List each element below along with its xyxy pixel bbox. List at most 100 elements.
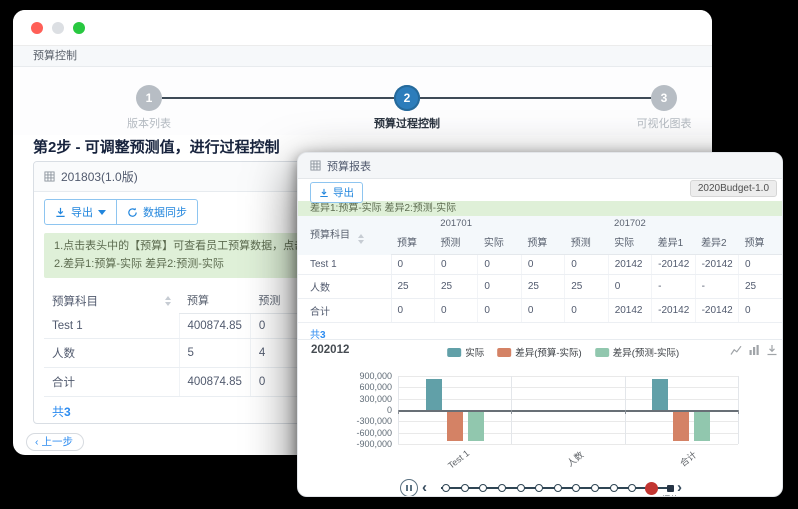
budget-version-select[interactable]: 2020Budget-1.0: [689, 180, 777, 197]
step-1-label: 版本列表: [127, 118, 171, 130]
minimize-button[interactable]: [52, 22, 64, 34]
sort-icon[interactable]: [165, 296, 171, 307]
timeline-label: 202011: [616, 496, 648, 497]
legend-item[interactable]: 实际: [447, 345, 484, 359]
timeline-point-202006[interactable]: [535, 484, 544, 492]
timeline-point-202009[interactable]: [591, 484, 600, 492]
timeline-point-202003[interactable]: [479, 484, 488, 492]
timeline-point-202007[interactable]: [553, 484, 562, 492]
y-axis-tick: 600,000: [359, 382, 392, 393]
pause-button[interactable]: [400, 479, 418, 496]
timeline-label: 202009: [579, 496, 611, 497]
chart-bar: [467, 410, 484, 441]
timeline-next-icon[interactable]: ›: [677, 479, 682, 496]
timeline-prev-icon[interactable]: ‹: [422, 479, 427, 496]
step-3-circle[interactable]: 3: [651, 85, 677, 111]
y-axis-tick: -600,000: [356, 427, 392, 438]
month-group-header: [738, 216, 782, 231]
chart-bar: [694, 410, 711, 441]
timeline-point-202001[interactable]: [442, 484, 450, 492]
column-header[interactable]: 预算: [738, 231, 782, 255]
timeline-label: 202010: [598, 496, 630, 497]
column-header-subject[interactable]: 预算科目: [44, 286, 179, 314]
bar-chart-icon[interactable]: [748, 344, 760, 356]
chart-header: 202012 实际 差异(预算-实际) 差异(预测-实际): [298, 340, 782, 362]
chart-timeline: ‹ › 202001202002202003202004202005202006…: [298, 479, 782, 497]
chart-bar: [673, 410, 690, 441]
timeline-label: 202002: [449, 496, 481, 497]
grid-icon: [44, 171, 55, 182]
panel-title: 201803(1.0版): [61, 170, 138, 184]
legend-item[interactable]: 差异(预算-实际): [497, 345, 582, 359]
stepper-line: [420, 97, 651, 99]
table-row[interactable]: 人数 25 25 0 25 25 0- -25: [298, 274, 782, 299]
alert-line-2: 2.差异1:预算-实际 差异2:预测-实际: [54, 257, 224, 270]
refresh-icon: [127, 207, 138, 218]
wizard-stepper: 1 2 3 版本列表 预算过程控制 可视化图表: [13, 67, 712, 135]
timeline-point-202011[interactable]: [628, 484, 637, 492]
chart-title: 202012: [311, 344, 350, 356]
x-axis-label: 人数: [565, 449, 586, 469]
sort-icon[interactable]: [358, 234, 364, 245]
column-header[interactable]: 预测: [564, 231, 609, 255]
column-header[interactable]: 预算: [521, 231, 565, 255]
timeline-point-202008[interactable]: [572, 484, 581, 492]
step-3-label: 可视化图表: [636, 118, 692, 130]
column-header[interactable]: 预测: [434, 231, 478, 255]
save-image-icon[interactable]: [766, 344, 778, 356]
y-axis-tick: -900,000: [356, 439, 392, 449]
column-header[interactable]: 差异2: [695, 231, 739, 255]
step-1-circle[interactable]: 1: [136, 85, 162, 111]
chevron-down-icon: [98, 209, 106, 215]
timeline-label: 202005: [505, 496, 537, 497]
timeline-label: 202006: [523, 496, 555, 497]
report-table-container: 预算科目 201701 201702 预算 预测 实际 预算 预测 实际 差异1 差异2 预算 Test…: [298, 216, 782, 341]
stepper-line: [162, 97, 394, 99]
timeline-label: 202004: [486, 496, 518, 497]
previous-step-button[interactable]: ‹ 上一步: [26, 433, 84, 451]
x-axis-label: 合计: [678, 449, 699, 469]
timeline-point-202005[interactable]: [516, 484, 525, 492]
legend-item[interactable]: 差异(预测-实际): [594, 345, 679, 359]
table-row[interactable]: Test 1 0 0 0 0 0 20142 -20142 -20142 0: [298, 254, 782, 275]
timeline-label: 202007: [542, 496, 574, 497]
timeline-point-202004[interactable]: [497, 484, 506, 492]
legend-swatch: [447, 347, 462, 357]
data-sync-button[interactable]: 数据同步: [116, 199, 198, 225]
timeline-point-202002[interactable]: [460, 484, 469, 492]
row-count: 共3: [298, 323, 782, 341]
step-2-label: 预算过程控制: [374, 118, 440, 130]
budget-report-window: 预算报表 导出 2020Budget-1.0 差异1:预算-实际 差异2:预测-…: [297, 152, 783, 497]
timeline-point-summary[interactable]: [666, 484, 674, 492]
timeline-point-202010[interactable]: [609, 484, 618, 492]
chart-bar: [652, 379, 669, 410]
legend-swatch: [594, 347, 609, 357]
column-header[interactable]: 预算: [391, 231, 435, 255]
column-header-subject[interactable]: 预算科目: [298, 216, 391, 255]
column-header[interactable]: 差异1: [651, 231, 696, 255]
panel-title: 预算报表: [327, 160, 371, 173]
y-axis-tick: 300,000: [359, 393, 392, 404]
export-button[interactable]: 导出: [310, 182, 363, 203]
column-header[interactable]: 实际: [477, 231, 522, 255]
panel-header: 预算报表: [298, 153, 782, 179]
month-group-header: 201702: [521, 216, 739, 231]
y-axis-tick: 900,000: [359, 371, 392, 381]
line-chart-icon[interactable]: [730, 344, 742, 356]
column-header[interactable]: 实际: [608, 231, 652, 255]
window-titlebar[interactable]: [13, 10, 712, 46]
maximize-button[interactable]: [73, 22, 85, 34]
timeline-point-202012[interactable]: [644, 481, 658, 495]
chart-bar: [446, 410, 463, 441]
column-header[interactable]: 预算: [179, 289, 251, 315]
info-alert: 差异1:预算-实际 差异2:预测-实际: [298, 201, 782, 216]
page-title: 第2步 - 可调整预测值，进行过程控制: [33, 139, 280, 156]
x-axis-label: Test 1: [445, 448, 471, 471]
table-row[interactable]: 合计 0 0 0 0 0 20142 -20142 -20142 0: [298, 298, 782, 323]
close-button[interactable]: [31, 22, 43, 34]
timeline-label-summary: 汇总: [658, 494, 682, 496]
bar-chart-plot: 900,000 600,000 300,000 0 -300,000 -600,000 -9…: [298, 362, 782, 471]
export-button[interactable]: 导出: [44, 199, 117, 225]
step-2-circle[interactable]: 2: [394, 85, 420, 111]
